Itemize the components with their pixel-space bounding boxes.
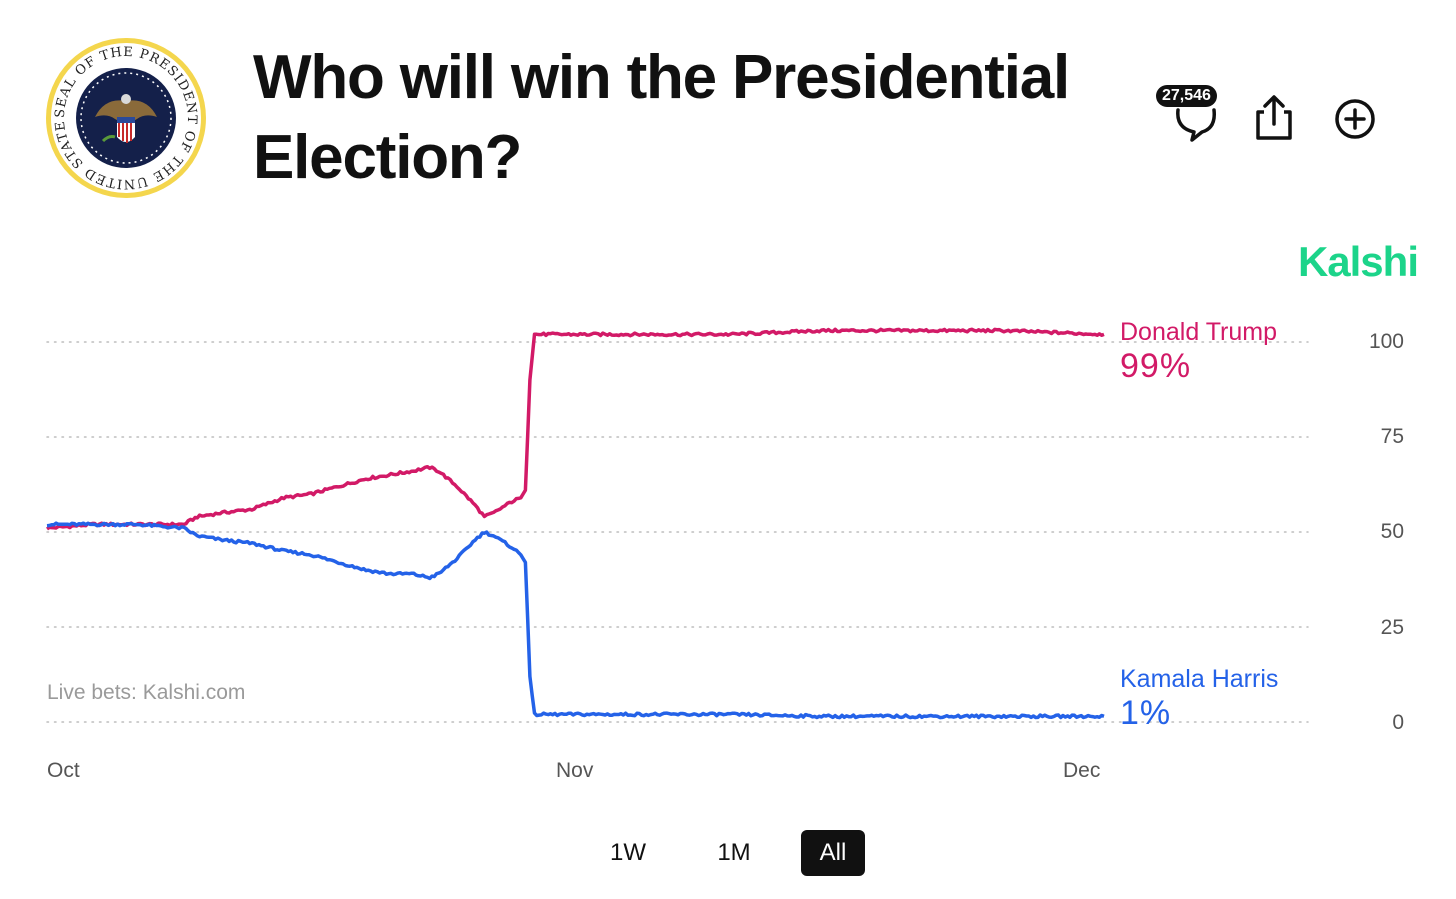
y-tick-label: 0: [1392, 711, 1404, 734]
y-tick-label: 75: [1380, 425, 1404, 448]
series-value-trump: 99%: [1120, 347, 1192, 385]
trump-label: Donald Trump 99%: [1120, 318, 1277, 386]
range-1m-button[interactable]: 1M: [717, 839, 751, 866]
x-tick-label: Oct: [47, 759, 80, 782]
y-tick-label: 50: [1380, 520, 1404, 543]
presidential-seal-image: SEAL OF THE PRESIDENT OF THE UNITED STAT…: [45, 37, 206, 198]
series-name-trump: Donald Trump: [1120, 318, 1278, 346]
series-value-harris: 1%: [1120, 694, 1172, 732]
series-line-harris: [46, 521, 1105, 720]
add-circle-icon: [1335, 99, 1375, 139]
harris-label: Kamala Harris 1%: [1120, 665, 1278, 733]
share-button[interactable]: [1252, 94, 1296, 142]
kalshi-logo: Kalshi: [1297, 238, 1419, 285]
market-question-title: Who will win the Presidential Election?: [253, 43, 1070, 192]
share-icon: [1256, 95, 1292, 140]
comments-button[interactable]: 27,546: [1148, 82, 1228, 152]
time-range-selector: 1W 1M All: [596, 830, 876, 878]
price-history-chart: [46, 327, 1309, 723]
x-tick-label: Dec: [1063, 759, 1101, 782]
live-bets-watermark: Live bets: Kalshi.com: [47, 681, 246, 704]
x-tick-label: Nov: [556, 759, 594, 782]
comment-count-badge: 27,546: [1156, 85, 1217, 107]
series-line-trump: [46, 327, 1105, 531]
add-to-watchlist-button[interactable]: [1332, 96, 1378, 142]
header-actions: 27,546: [1140, 82, 1400, 162]
comment-icon: [1176, 108, 1216, 142]
y-tick-label: 100: [1368, 330, 1404, 353]
y-tick-label: 25: [1380, 616, 1404, 639]
series-name-harris: Kamala Harris: [1120, 665, 1279, 693]
range-all-button[interactable]: All: [801, 830, 865, 876]
range-1w-button[interactable]: 1W: [610, 839, 646, 866]
